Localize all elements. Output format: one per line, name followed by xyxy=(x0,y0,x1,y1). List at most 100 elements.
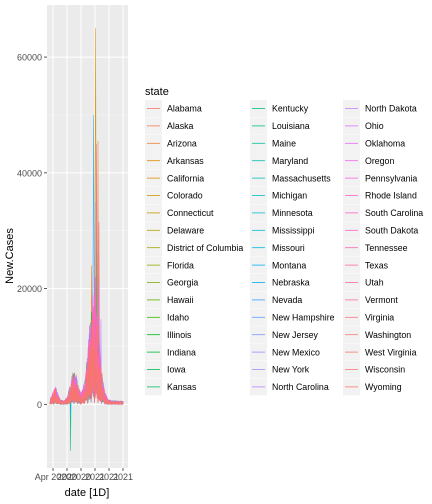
legend-label: District of Columbia xyxy=(167,243,243,253)
legend-label: Michigan xyxy=(272,191,307,201)
legend-label: Alabama xyxy=(167,104,202,114)
legend-label: North Dakota xyxy=(365,104,417,114)
legend-label: Oklahoma xyxy=(365,139,405,149)
legend-label: Alaska xyxy=(167,121,194,131)
legend-item: New Mexico xyxy=(250,343,320,361)
legend-label: Nevada xyxy=(272,295,302,305)
x-tick-label: 2021 xyxy=(99,472,119,482)
legend-label: Tennessee xyxy=(365,243,408,253)
x-tick-label: 2020 xyxy=(57,472,77,482)
legend-item: West Virginia xyxy=(343,343,417,361)
x-tick-label: 2021 xyxy=(113,472,133,482)
legend-label: Washington xyxy=(365,330,411,340)
legend-label: Mississippi xyxy=(272,226,315,236)
x-tick-label: Apr 2020 xyxy=(35,472,72,482)
legend-label: Oregon xyxy=(365,156,394,166)
legend-item: Oregon xyxy=(343,152,394,170)
series-line xyxy=(49,319,124,406)
legend-label: Missouri xyxy=(272,243,305,253)
legend-item: Kansas xyxy=(145,378,197,396)
legend-label: Wisconsin xyxy=(365,365,405,375)
legend-label: Maryland xyxy=(272,156,308,166)
legend-item: District of Columbia xyxy=(145,239,243,257)
legend-label: New Jersey xyxy=(272,330,319,340)
legend-label: New Mexico xyxy=(272,347,320,357)
legend-label: Nebraska xyxy=(272,278,310,288)
legend-label: Kansas xyxy=(167,382,197,392)
y-tick-label: 40000 xyxy=(17,168,42,178)
legend-item: North Carolina xyxy=(250,378,329,396)
legend-item: South Carolina xyxy=(343,204,423,222)
legend-label: Illinois xyxy=(167,330,192,340)
legend: state Alabama Alaska Arizona Arkansas Califo… xyxy=(145,86,423,396)
legend-label: Indiana xyxy=(167,347,196,357)
y-tick-label: 60000 xyxy=(17,53,42,63)
legend-label: Virginia xyxy=(365,313,394,323)
legend-label: Maine xyxy=(272,139,296,149)
legend-item: Connecticut xyxy=(145,204,214,222)
legend-item: Pennsylvania xyxy=(343,169,417,187)
legend-item: Maryland xyxy=(250,152,308,170)
legend-label: Texas xyxy=(365,260,389,270)
legend-item: Indiana xyxy=(145,343,196,361)
series-lines xyxy=(49,28,124,451)
legend-item: Arkansas xyxy=(145,152,204,170)
legend-item: Virginia xyxy=(343,308,394,326)
legend-item: Kentucky xyxy=(250,100,309,117)
legend-label: Montana xyxy=(272,260,306,270)
legend-item: Washington xyxy=(343,326,411,344)
y-axis-title: New.Cases xyxy=(4,228,16,284)
legend-label: Kentucky xyxy=(272,104,309,114)
legend-label: New York xyxy=(272,365,310,375)
legend-item: Colorado xyxy=(145,187,203,204)
legend-item: Alabama xyxy=(145,100,202,117)
legend-label: New Hampshire xyxy=(272,313,335,323)
legend-item: Missouri xyxy=(250,239,305,257)
legend-label: Vermont xyxy=(365,295,398,305)
legend-item: New Jersey xyxy=(250,326,319,344)
legend-item: Wisconsin xyxy=(343,361,405,378)
legend-item: California xyxy=(145,169,204,187)
legend-item: New Hampshire xyxy=(250,308,335,326)
legend-item: Idaho xyxy=(145,308,189,326)
legend-item: Mississippi xyxy=(250,221,315,239)
legend-label: Massachusetts xyxy=(272,173,331,183)
legend-item: Ohio xyxy=(343,117,384,135)
series-line xyxy=(49,366,124,405)
y-tick-label: 20000 xyxy=(17,284,42,294)
legend-label: South Carolina xyxy=(365,208,423,218)
legend-item: South Dakota xyxy=(343,221,418,239)
legend-item: Florida xyxy=(145,256,194,274)
legend-item: Utah xyxy=(343,274,384,291)
legend-label: Wyoming xyxy=(365,382,402,392)
legend-item: Vermont xyxy=(343,291,398,309)
legend-label: Louisiana xyxy=(272,121,310,131)
legend-label: North Carolina xyxy=(272,382,329,392)
legend-label: Hawaii xyxy=(167,295,193,305)
legend-item: Wyoming xyxy=(343,378,402,396)
legend-item: Nevada xyxy=(250,291,302,309)
legend-label: Arkansas xyxy=(167,156,204,166)
legend-label: Connecticut xyxy=(167,208,214,218)
legend-item: Michigan xyxy=(250,187,307,204)
legend-item: Illinois xyxy=(145,326,192,344)
legend-item: Maine xyxy=(250,134,296,152)
legend-label: West Virginia xyxy=(365,347,417,357)
legend-item: Georgia xyxy=(145,274,198,291)
legend-label: Georgia xyxy=(167,278,198,288)
legend-item: Iowa xyxy=(145,361,186,378)
legend-item: Alaska xyxy=(145,117,194,135)
legend-item: Nebraska xyxy=(250,274,310,291)
x-axis-title: date [1D] xyxy=(65,487,110,499)
legend-label: Iowa xyxy=(167,365,186,375)
legend-item: Hawaii xyxy=(145,291,193,309)
legend-label: Delaware xyxy=(167,226,204,236)
legend-item: New York xyxy=(250,361,310,378)
legend-item: Massachusetts xyxy=(250,169,331,187)
legend-label: California xyxy=(167,173,204,183)
legend-item: Montana xyxy=(250,256,306,274)
legend-label: Ohio xyxy=(365,121,384,131)
y-tick-label: 0 xyxy=(37,400,42,410)
